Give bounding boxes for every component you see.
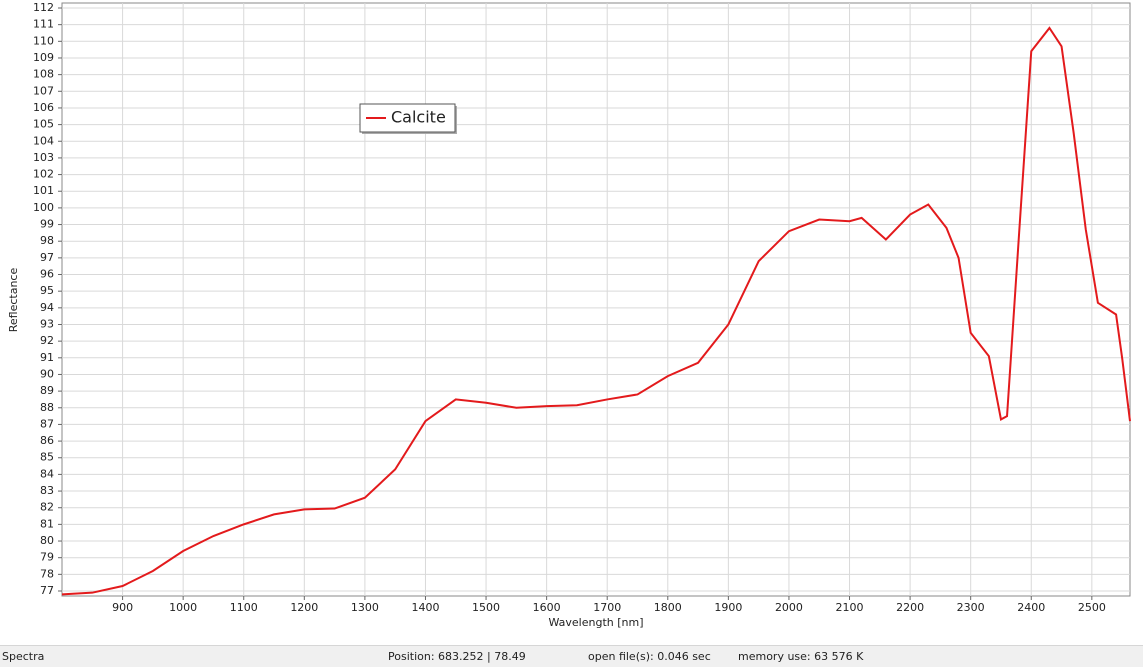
x-tick-label: 1900 — [714, 601, 742, 614]
x-tick-label: 2500 — [1078, 601, 1106, 614]
x-tick-label: 1500 — [472, 601, 500, 614]
x-tick-label: 2200 — [896, 601, 924, 614]
status-bar: Spectra Position: 683.252 | 78.49 open f… — [0, 645, 1143, 667]
y-tick-label: 96 — [40, 268, 54, 281]
y-tick-label: 92 — [40, 334, 54, 347]
x-axis-label: Wavelength [nm] — [548, 616, 643, 629]
x-tick-label: 2100 — [836, 601, 864, 614]
y-axis-label: Reflectance — [7, 268, 20, 333]
y-tick-label: 97 — [40, 251, 54, 264]
x-tick-label: 2300 — [957, 601, 985, 614]
y-tick-label: 77 — [40, 584, 54, 597]
y-tick-label: 89 — [40, 384, 54, 397]
y-tick-label: 100 — [33, 201, 54, 214]
status-panel: Spectra — [2, 650, 45, 663]
y-tick-label: 107 — [33, 84, 54, 97]
x-tick-label: 1200 — [290, 601, 318, 614]
y-tick-label: 79 — [40, 551, 54, 564]
y-tick-label: 81 — [40, 517, 54, 530]
y-tick-label: 95 — [40, 284, 54, 297]
y-tick-label: 91 — [40, 351, 54, 364]
y-tick-label: 102 — [33, 168, 54, 181]
y-tick-label: 103 — [33, 151, 54, 164]
y-tick-label: 108 — [33, 68, 54, 81]
y-tick-label: 80 — [40, 534, 54, 547]
y-tick-label: 83 — [40, 484, 54, 497]
y-tick-label: 88 — [40, 401, 54, 414]
y-tick-label: 105 — [33, 118, 54, 131]
x-tick-label: 1100 — [230, 601, 258, 614]
x-tick-label: 900 — [112, 601, 133, 614]
x-tick-label: 1600 — [533, 601, 561, 614]
y-tick-label: 90 — [40, 367, 54, 380]
legend-label: Calcite — [391, 108, 446, 127]
x-tick-label: 1800 — [654, 601, 682, 614]
y-tick-label: 104 — [33, 134, 54, 147]
y-tick-label: 109 — [33, 51, 54, 64]
plot-area — [61, 2, 1131, 597]
y-tick-label: 110 — [33, 34, 54, 47]
y-tick-label: 94 — [40, 301, 54, 314]
y-tick-label: 87 — [40, 417, 54, 430]
y-tick-label: 84 — [40, 467, 54, 480]
y-tick-label: 101 — [33, 184, 54, 197]
status-position: Position: 683.252 | 78.49 — [388, 650, 526, 663]
y-tick-label: 98 — [40, 234, 54, 247]
y-tick-label: 93 — [40, 317, 54, 330]
y-tick-label: 82 — [40, 501, 54, 514]
y-tick-label: 86 — [40, 434, 54, 447]
x-tick-label: 1000 — [169, 601, 197, 614]
x-tick-label: 1400 — [411, 601, 439, 614]
y-tick-label: 111 — [33, 18, 54, 31]
status-memory: memory use: 63 576 K — [738, 650, 864, 663]
status-open-time: open file(s): 0.046 sec — [588, 650, 711, 663]
x-tick-label: 2400 — [1017, 601, 1045, 614]
x-tick-label: 1300 — [351, 601, 379, 614]
y-tick-label: 106 — [33, 101, 54, 114]
y-tick-label: 99 — [40, 218, 54, 231]
data-line — [61, 26, 1131, 596]
y-tick-label: 78 — [40, 567, 54, 580]
x-tick-label: 1700 — [593, 601, 621, 614]
legend: Calcite — [359, 103, 457, 134]
y-tick-label: 112 — [33, 1, 54, 14]
y-tick-label: 85 — [40, 451, 54, 464]
chart: Wavelength [nm] Reflectance 77 78 79 80 81 82… — [7, 1, 1131, 629]
x-tick-label: 2000 — [775, 601, 803, 614]
